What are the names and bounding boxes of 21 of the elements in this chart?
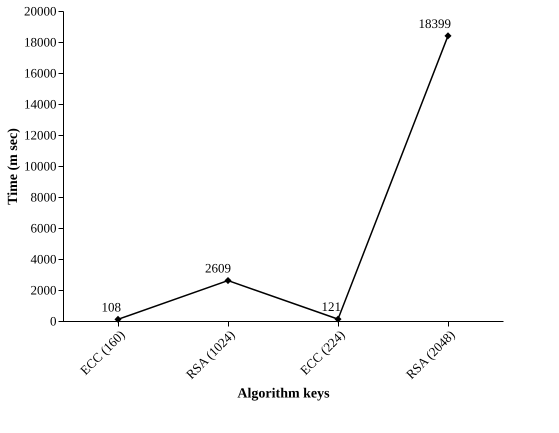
y-tick-label: 8000 (30, 190, 56, 204)
data-label: 2609 (205, 260, 231, 276)
y-axis-title: Time (m sec) (6, 128, 21, 205)
point (224, 277, 232, 284)
data-label: 108 (102, 299, 121, 314)
point (114, 316, 122, 323)
y-tick-label: 16000 (24, 66, 56, 80)
y-tick-label: 10000 (24, 158, 56, 174)
y-tick-label: 14000 (24, 96, 56, 112)
x-axis-title: Algorithm keys (237, 386, 330, 402)
y-tick-label: 20000 (24, 4, 56, 18)
y-tick-label: 4000 (30, 252, 56, 266)
data-label: 18399 (418, 16, 451, 31)
point (334, 316, 342, 323)
point (444, 32, 452, 40)
y-tick-label: 6000 (30, 220, 56, 236)
data-label: 121 (322, 299, 341, 314)
y-tick-label: 18000 (24, 34, 56, 50)
y-tick-label: 2000 (30, 282, 56, 298)
y-tick-label: 12000 (24, 128, 56, 142)
y-tick-label: 0 (50, 314, 56, 328)
